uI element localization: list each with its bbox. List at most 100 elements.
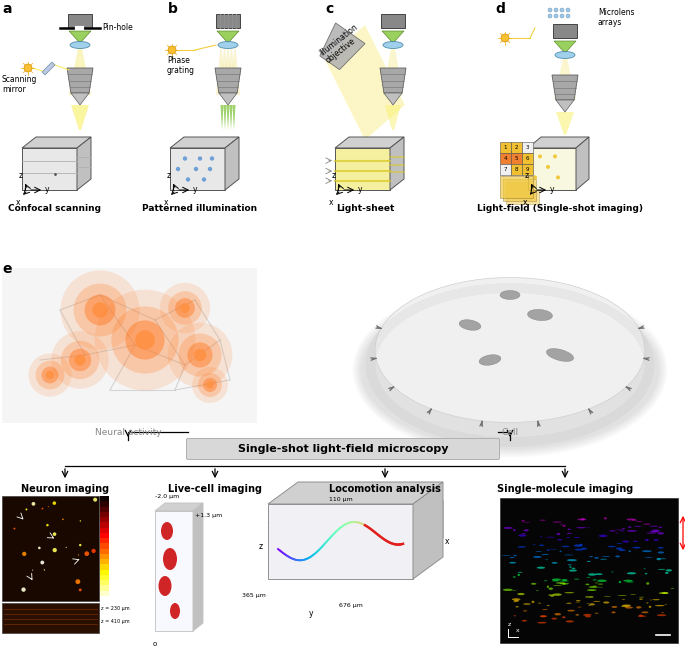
Ellipse shape [612,606,617,608]
Ellipse shape [513,601,517,602]
Ellipse shape [655,605,664,606]
Ellipse shape [629,551,631,552]
Circle shape [25,508,27,510]
Ellipse shape [649,600,652,601]
Ellipse shape [503,527,513,529]
Polygon shape [413,482,443,579]
Ellipse shape [622,599,625,600]
Ellipse shape [646,532,656,534]
Text: a: a [2,2,12,16]
Ellipse shape [595,582,599,583]
Circle shape [566,8,570,12]
Bar [500,498,678,643]
Ellipse shape [519,534,526,537]
Ellipse shape [597,580,607,582]
Circle shape [38,547,40,549]
Ellipse shape [569,566,572,568]
Text: o: o [153,641,158,647]
Bar [511,153,522,164]
Ellipse shape [574,578,580,580]
Ellipse shape [560,551,562,552]
Circle shape [85,294,115,326]
Text: x: x [523,198,527,207]
Ellipse shape [541,554,549,555]
Ellipse shape [536,590,538,591]
Circle shape [42,508,43,510]
Polygon shape [227,105,229,130]
Text: b: b [168,2,178,16]
Ellipse shape [662,612,664,613]
Circle shape [560,8,564,12]
Bar [100,596,109,601]
Circle shape [125,320,164,359]
Bar [100,496,109,502]
Circle shape [62,519,64,520]
Ellipse shape [649,531,659,532]
Bar [100,590,109,596]
Ellipse shape [574,545,583,547]
Ellipse shape [556,582,564,584]
Bar [155,511,193,631]
Text: Neuron imaging: Neuron imaging [21,484,109,494]
Ellipse shape [547,605,550,606]
Text: Light-field (Single-shot imaging): Light-field (Single-shot imaging) [477,204,643,213]
Ellipse shape [593,579,597,580]
Ellipse shape [658,551,664,553]
Bar [100,580,109,586]
Circle shape [194,348,206,361]
Circle shape [92,302,108,318]
Polygon shape [223,105,227,130]
Ellipse shape [653,539,658,541]
Text: Microlens
arrays: Microlens arrays [598,8,634,27]
Ellipse shape [522,620,527,621]
Bar [511,164,522,175]
Bar [528,148,576,190]
Circle shape [556,176,560,179]
Ellipse shape [549,588,553,590]
Text: z: z [508,622,511,627]
Ellipse shape [615,556,620,558]
Polygon shape [232,105,236,130]
Circle shape [206,382,214,389]
Text: Scanning
mirror: Scanning mirror [2,75,38,94]
Circle shape [60,270,140,350]
Ellipse shape [636,606,641,608]
Bar [216,14,240,28]
Ellipse shape [538,622,547,623]
Ellipse shape [547,586,549,588]
Polygon shape [217,31,239,42]
Circle shape [53,501,56,505]
Text: Phase
grating: Phase grating [167,56,195,75]
Ellipse shape [566,537,570,538]
Ellipse shape [558,539,562,541]
Polygon shape [528,137,589,148]
Ellipse shape [586,584,589,585]
Ellipse shape [627,519,635,521]
Ellipse shape [588,596,594,598]
Polygon shape [268,500,443,523]
Circle shape [198,373,222,397]
Circle shape [84,551,89,556]
Text: 9: 9 [526,167,530,172]
Ellipse shape [512,598,521,601]
Bar [100,522,109,528]
Ellipse shape [158,576,171,596]
Polygon shape [380,68,406,93]
Ellipse shape [510,557,514,558]
Ellipse shape [553,585,562,586]
Ellipse shape [540,615,547,618]
Ellipse shape [559,580,569,582]
Text: 7: 7 [503,167,508,172]
Ellipse shape [517,546,526,548]
Ellipse shape [522,533,525,534]
Text: Cell: Cell [501,428,519,437]
Ellipse shape [603,601,610,604]
Ellipse shape [632,519,637,521]
Ellipse shape [575,549,584,551]
Text: Confocal scanning: Confocal scanning [8,204,101,213]
Bar [2,268,257,423]
Ellipse shape [539,545,544,546]
Text: 2: 2 [514,145,519,150]
Ellipse shape [616,547,623,550]
Circle shape [92,549,96,553]
